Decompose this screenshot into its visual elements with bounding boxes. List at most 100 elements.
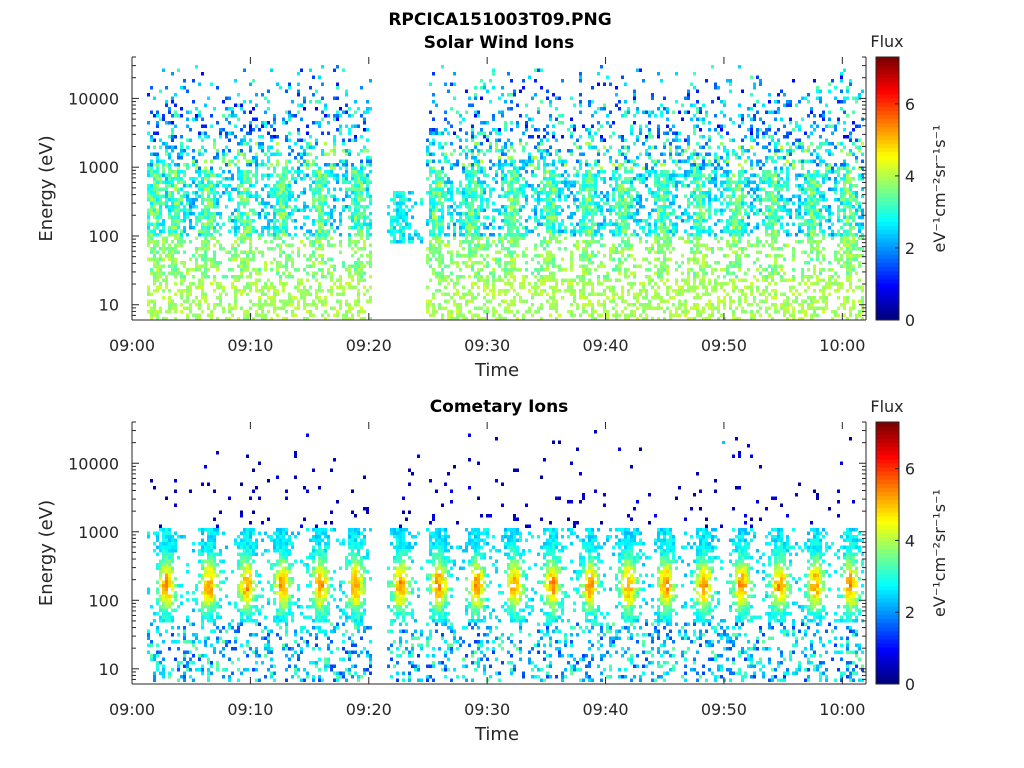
flux-cell (636, 219, 639, 223)
flux-cell (483, 180, 486, 184)
flux-cell (168, 303, 171, 307)
flux-cell (264, 163, 267, 167)
flux-cell (468, 208, 471, 212)
flux-cell (507, 170, 510, 174)
flux-cell (195, 296, 198, 300)
flux-cell (285, 194, 288, 198)
flux-cell (636, 212, 639, 216)
flux-cell (279, 261, 282, 265)
flux-cell (654, 145, 657, 149)
flux-cell (681, 285, 684, 289)
flux-cell (507, 233, 510, 237)
flux-cell (516, 317, 519, 321)
flux-cell (315, 198, 318, 202)
flux-cell (333, 173, 336, 177)
flux-cell (243, 250, 246, 254)
flux-cell (210, 313, 213, 317)
flux-cell (297, 306, 300, 310)
flux-cell (693, 226, 696, 230)
flux-cell (669, 243, 672, 247)
flux-cell (660, 296, 663, 300)
flux-cell (564, 198, 567, 202)
flux-cell (312, 191, 315, 195)
flux-cell (444, 191, 447, 195)
flux-cell (591, 135, 594, 139)
flux-cell (201, 124, 204, 128)
flux-cell (687, 89, 690, 93)
flux-cell (447, 222, 450, 226)
flux-cell (297, 282, 300, 286)
flux-cell (642, 229, 645, 233)
flux-cell (255, 170, 258, 174)
flux-cell (585, 173, 588, 177)
flux-cell (195, 117, 198, 121)
flux-cell (174, 163, 177, 167)
flux-cell (249, 128, 252, 132)
flux-cell (555, 212, 558, 216)
flux-cell (435, 222, 438, 226)
flux-cell (639, 303, 642, 307)
flux-cell (231, 257, 234, 261)
flux-cell (321, 222, 324, 226)
flux-cell (642, 289, 645, 293)
flux-cell (486, 236, 489, 240)
flux-cell (333, 117, 336, 121)
flux-cell (327, 289, 330, 293)
flux-cell (669, 180, 672, 184)
flux-cell (147, 131, 150, 135)
flux-cell (582, 215, 585, 219)
flux-cell (468, 226, 471, 230)
flux-cell (567, 285, 570, 289)
flux-cell (321, 96, 324, 100)
flux-cell (318, 212, 321, 216)
flux-cell (441, 201, 444, 205)
flux-cell (657, 124, 660, 128)
flux-cell (450, 82, 453, 86)
flux-cell (498, 149, 501, 153)
flux-cell (231, 247, 234, 251)
flux-cell (513, 289, 516, 293)
flux-cell (258, 233, 261, 237)
flux-cell (345, 159, 348, 163)
flux-cell (270, 173, 273, 177)
flux-cell (306, 205, 309, 209)
flux-cell (684, 149, 687, 153)
flux-cell (354, 205, 357, 209)
flux-cell (639, 152, 642, 156)
flux-cell (654, 289, 657, 293)
flux-cell (318, 261, 321, 265)
flux-cell (507, 271, 510, 275)
flux-cell (696, 110, 699, 114)
flux-cell (276, 187, 279, 191)
flux-cell (621, 184, 624, 188)
flux-cell (636, 107, 639, 111)
flux-cell (516, 310, 519, 314)
flux-cell (216, 180, 219, 184)
flux-cell (525, 103, 528, 107)
flux-cell (642, 306, 645, 310)
flux-cell (192, 205, 195, 209)
flux-cell (255, 194, 258, 198)
flux-cell (156, 180, 159, 184)
flux-cell (390, 229, 393, 233)
flux-cell (558, 173, 561, 177)
flux-cell (261, 208, 264, 212)
flux-cell (525, 310, 528, 314)
flux-cell (549, 145, 552, 149)
flux-cell (549, 173, 552, 177)
flux-cell (573, 243, 576, 247)
flux-cell (174, 282, 177, 286)
flux-cell (300, 289, 303, 293)
flux-cell (537, 128, 540, 132)
flux-cell (282, 117, 285, 121)
flux-cell (171, 114, 174, 118)
flux-cell (330, 292, 333, 296)
flux-cell (213, 198, 216, 202)
flux-cell (681, 212, 684, 216)
flux-cell (609, 145, 612, 149)
flux-cell (366, 194, 369, 198)
flux-cell (321, 254, 324, 258)
flux-cell (255, 285, 258, 289)
flux-cell (543, 177, 546, 181)
flux-cell (312, 275, 315, 279)
